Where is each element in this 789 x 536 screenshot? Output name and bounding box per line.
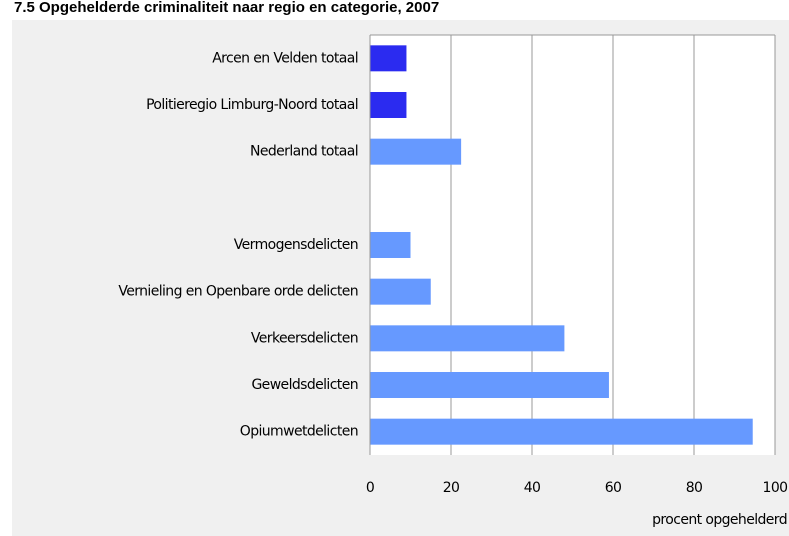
x-axis-label: procent opgehelderd xyxy=(652,512,787,528)
bar xyxy=(370,92,407,118)
x-tick-label: 0 xyxy=(366,480,374,496)
y-tick-label: Verkeersdelicten xyxy=(251,330,358,346)
bar xyxy=(370,278,431,305)
bar xyxy=(370,232,411,258)
x-tick-label: 100 xyxy=(763,480,788,496)
bar xyxy=(370,325,565,352)
y-tick-label: Vermogensdelicten xyxy=(234,237,358,253)
bar xyxy=(370,45,407,72)
x-tick-label: 60 xyxy=(605,480,622,496)
y-tick-label: Opiumwetdelicten xyxy=(240,424,358,440)
y-tick-label: Nederland totaal xyxy=(250,144,358,160)
chart-title: 7.5 Opgehelderde criminaliteit naar regi… xyxy=(14,0,439,16)
bar xyxy=(370,418,753,445)
y-tick-label: Vernieling en Openbare orde delicten xyxy=(118,284,358,300)
y-tick-label: Geweldsdelicten xyxy=(251,377,358,393)
x-tick-label: 80 xyxy=(686,480,703,496)
bar xyxy=(370,138,462,165)
x-tick-label: 40 xyxy=(524,480,541,496)
bar xyxy=(370,372,609,398)
y-tick-label: Arcen en Velden totaal xyxy=(212,50,358,66)
y-tick-label: Politieregio Limburg-Noord totaal xyxy=(146,97,358,113)
x-tick-label: 20 xyxy=(443,480,460,496)
